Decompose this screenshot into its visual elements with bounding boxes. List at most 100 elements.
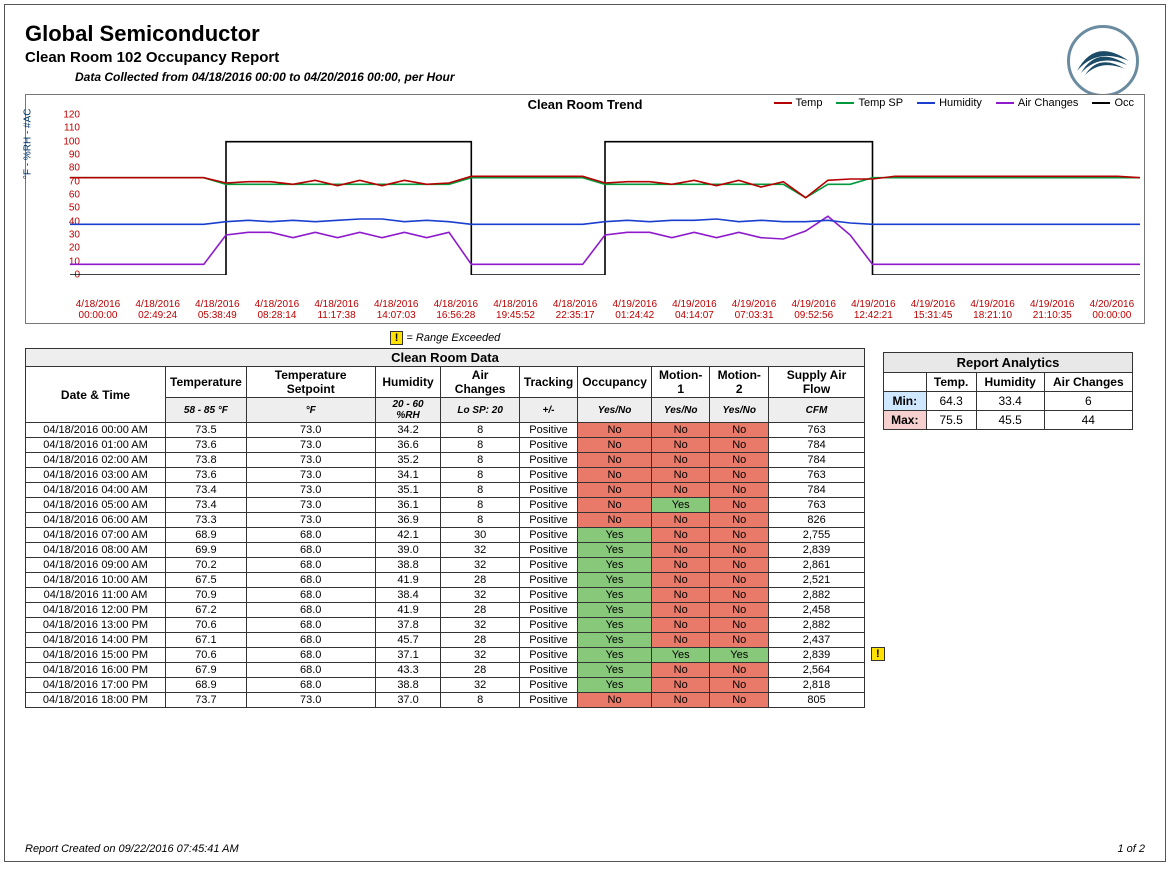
y-axis-label: °F - %RH - #AC: [23, 108, 34, 179]
motion-cell: No: [710, 633, 769, 648]
motion-cell: No: [578, 483, 652, 498]
table-row: 04/18/2016 04:00 AM73.473.035.18Positive…: [26, 483, 865, 498]
collected-range: Data Collected from 04/18/2016 00:00 to …: [75, 70, 1145, 84]
motion-cell: No: [710, 573, 769, 588]
motion-cell: No: [578, 468, 652, 483]
motion-cell: No: [651, 483, 710, 498]
table-row: 04/18/2016 13:00 PM70.668.037.832Positiv…: [26, 618, 865, 633]
motion-cell: Yes: [578, 663, 652, 678]
motion-cell: No: [651, 603, 710, 618]
table-row: 04/18/2016 09:00 AM70.268.038.832Positiv…: [26, 558, 865, 573]
table-row: 04/18/2016 06:00 AM73.373.036.98Positive…: [26, 513, 865, 528]
motion-cell: No: [710, 618, 769, 633]
created-timestamp: Report Created on 09/22/2016 07:45:41 AM: [25, 843, 239, 855]
x-axis-ticks: 4/18/201600:00:004/18/201602:49:244/18/2…: [70, 299, 1140, 321]
motion-cell: Yes: [578, 558, 652, 573]
motion-cell: No: [710, 693, 769, 708]
table-row: 04/18/2016 12:00 PM67.268.041.928Positiv…: [26, 603, 865, 618]
page-number: 1 of 2: [1117, 843, 1145, 855]
range-exceeded-legend: ! = Range Exceeded: [25, 332, 865, 344]
analytics-min-label: Min:: [884, 392, 927, 411]
motion-cell: No: [710, 453, 769, 468]
report-footer: Report Created on 09/22/2016 07:45:41 AM…: [25, 843, 1145, 855]
motion-cell: No: [710, 483, 769, 498]
motion-cell: No: [651, 528, 710, 543]
table-row: 04/18/2016 11:00 AM70.968.038.432Positiv…: [26, 588, 865, 603]
brand-logo: [1067, 25, 1139, 97]
chart-title: Clean Room Trend: [528, 97, 643, 112]
legend-item: Air Changes: [996, 97, 1079, 109]
motion-cell: No: [710, 603, 769, 618]
table-row: 04/18/2016 17:00 PM68.968.038.832Positiv…: [26, 678, 865, 693]
col-ac: Air Changes: [441, 367, 519, 398]
motion-cell: No: [651, 558, 710, 573]
chart-legend: Temp Temp SP Humidity Air Changes Occ: [774, 97, 1134, 109]
table-row: 04/18/2016 07:00 AM68.968.042.130Positiv…: [26, 528, 865, 543]
motion-cell: Yes: [578, 543, 652, 558]
legend-item: Humidity: [917, 97, 982, 109]
motion-cell: No: [651, 438, 710, 453]
motion-cell: No: [651, 678, 710, 693]
motion-cell: No: [651, 543, 710, 558]
motion-cell: Yes: [578, 528, 652, 543]
report-title: Global Semiconductor: [25, 21, 1145, 47]
table-row: 04/18/2016 10:00 AM67.568.041.928Positiv…: [26, 573, 865, 588]
table-row: 04/18/2016 01:00 AM73.673.036.68Positive…: [26, 438, 865, 453]
report-analytics-table: Report Analytics Temp.HumidityAir Change…: [883, 352, 1133, 430]
motion-cell: No: [651, 573, 710, 588]
legend-item: Occ: [1092, 97, 1134, 109]
motion-cell: No: [710, 543, 769, 558]
motion-cell: No: [651, 588, 710, 603]
motion-cell: Yes: [578, 633, 652, 648]
table-row: 04/18/2016 00:00 AM73.573.034.28Positive…: [26, 423, 865, 438]
chart-plot: [70, 115, 1140, 275]
table-row: 04/18/2016 03:00 AM73.673.034.18Positive…: [26, 468, 865, 483]
table-row: 04/18/2016 05:00 AM73.473.036.18Positive…: [26, 498, 865, 513]
motion-cell: No: [578, 693, 652, 708]
motion-cell: No: [651, 663, 710, 678]
col-temp: Temperature: [166, 367, 247, 398]
table-row: 04/18/2016 02:00 AM73.873.035.28Positive…: [26, 453, 865, 468]
motion-cell: No: [651, 453, 710, 468]
report-subtitle: Clean Room 102 Occupancy Report: [25, 49, 1145, 66]
motion-cell: No: [710, 558, 769, 573]
motion-cell: No: [651, 618, 710, 633]
report-header: Global Semiconductor Clean Room 102 Occu…: [25, 21, 1145, 84]
motion-cell: Yes: [578, 618, 652, 633]
table-row: 04/18/2016 14:00 PM67.168.045.728Positiv…: [26, 633, 865, 648]
motion-cell: Yes: [578, 603, 652, 618]
motion-cell: No: [710, 423, 769, 438]
col-occ: Occupancy: [578, 367, 652, 398]
table-row: 04/18/2016 18:00 PM73.773.037.08Positive…: [26, 693, 865, 708]
motion-cell: No: [710, 468, 769, 483]
range-exceeded-icon: !: [390, 331, 404, 345]
motion-cell: No: [578, 453, 652, 468]
motion-cell: No: [578, 498, 652, 513]
motion-cell: No: [651, 633, 710, 648]
motion-cell: No: [710, 678, 769, 693]
col-hum: Humidity: [375, 367, 441, 398]
motion-cell: No: [710, 663, 769, 678]
exceed-flag-icon: !: [871, 647, 885, 661]
motion-cell: Yes: [578, 648, 652, 663]
motion-cell: Yes: [651, 498, 710, 513]
motion-cell: No: [578, 423, 652, 438]
motion-cell: Yes: [578, 573, 652, 588]
motion-cell: Yes: [578, 678, 652, 693]
legend-item: Temp SP: [836, 97, 903, 109]
analytics-title: Report Analytics: [884, 353, 1133, 373]
clean-room-data-table: Clean Room Data Date & TimeTemperatureTe…: [25, 348, 865, 708]
motion-cell: No: [710, 513, 769, 528]
table-row: 04/18/2016 08:00 AM69.968.039.032Positiv…: [26, 543, 865, 558]
motion-cell: Yes: [651, 648, 710, 663]
motion-cell: Yes: [578, 588, 652, 603]
table-title: Clean Room Data: [26, 349, 865, 367]
motion-cell: No: [710, 498, 769, 513]
motion-cell: No: [651, 423, 710, 438]
motion-cell: No: [651, 693, 710, 708]
analytics-max-label: Max:: [884, 411, 927, 430]
legend-item: Temp: [774, 97, 823, 109]
motion-cell: No: [710, 588, 769, 603]
col-m2: Motion-2: [710, 367, 769, 398]
motion-cell: No: [651, 468, 710, 483]
